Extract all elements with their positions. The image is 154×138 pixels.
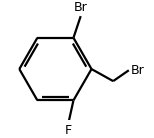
Text: Br: Br — [74, 1, 88, 14]
Text: F: F — [65, 124, 72, 137]
Text: Br: Br — [131, 64, 145, 77]
